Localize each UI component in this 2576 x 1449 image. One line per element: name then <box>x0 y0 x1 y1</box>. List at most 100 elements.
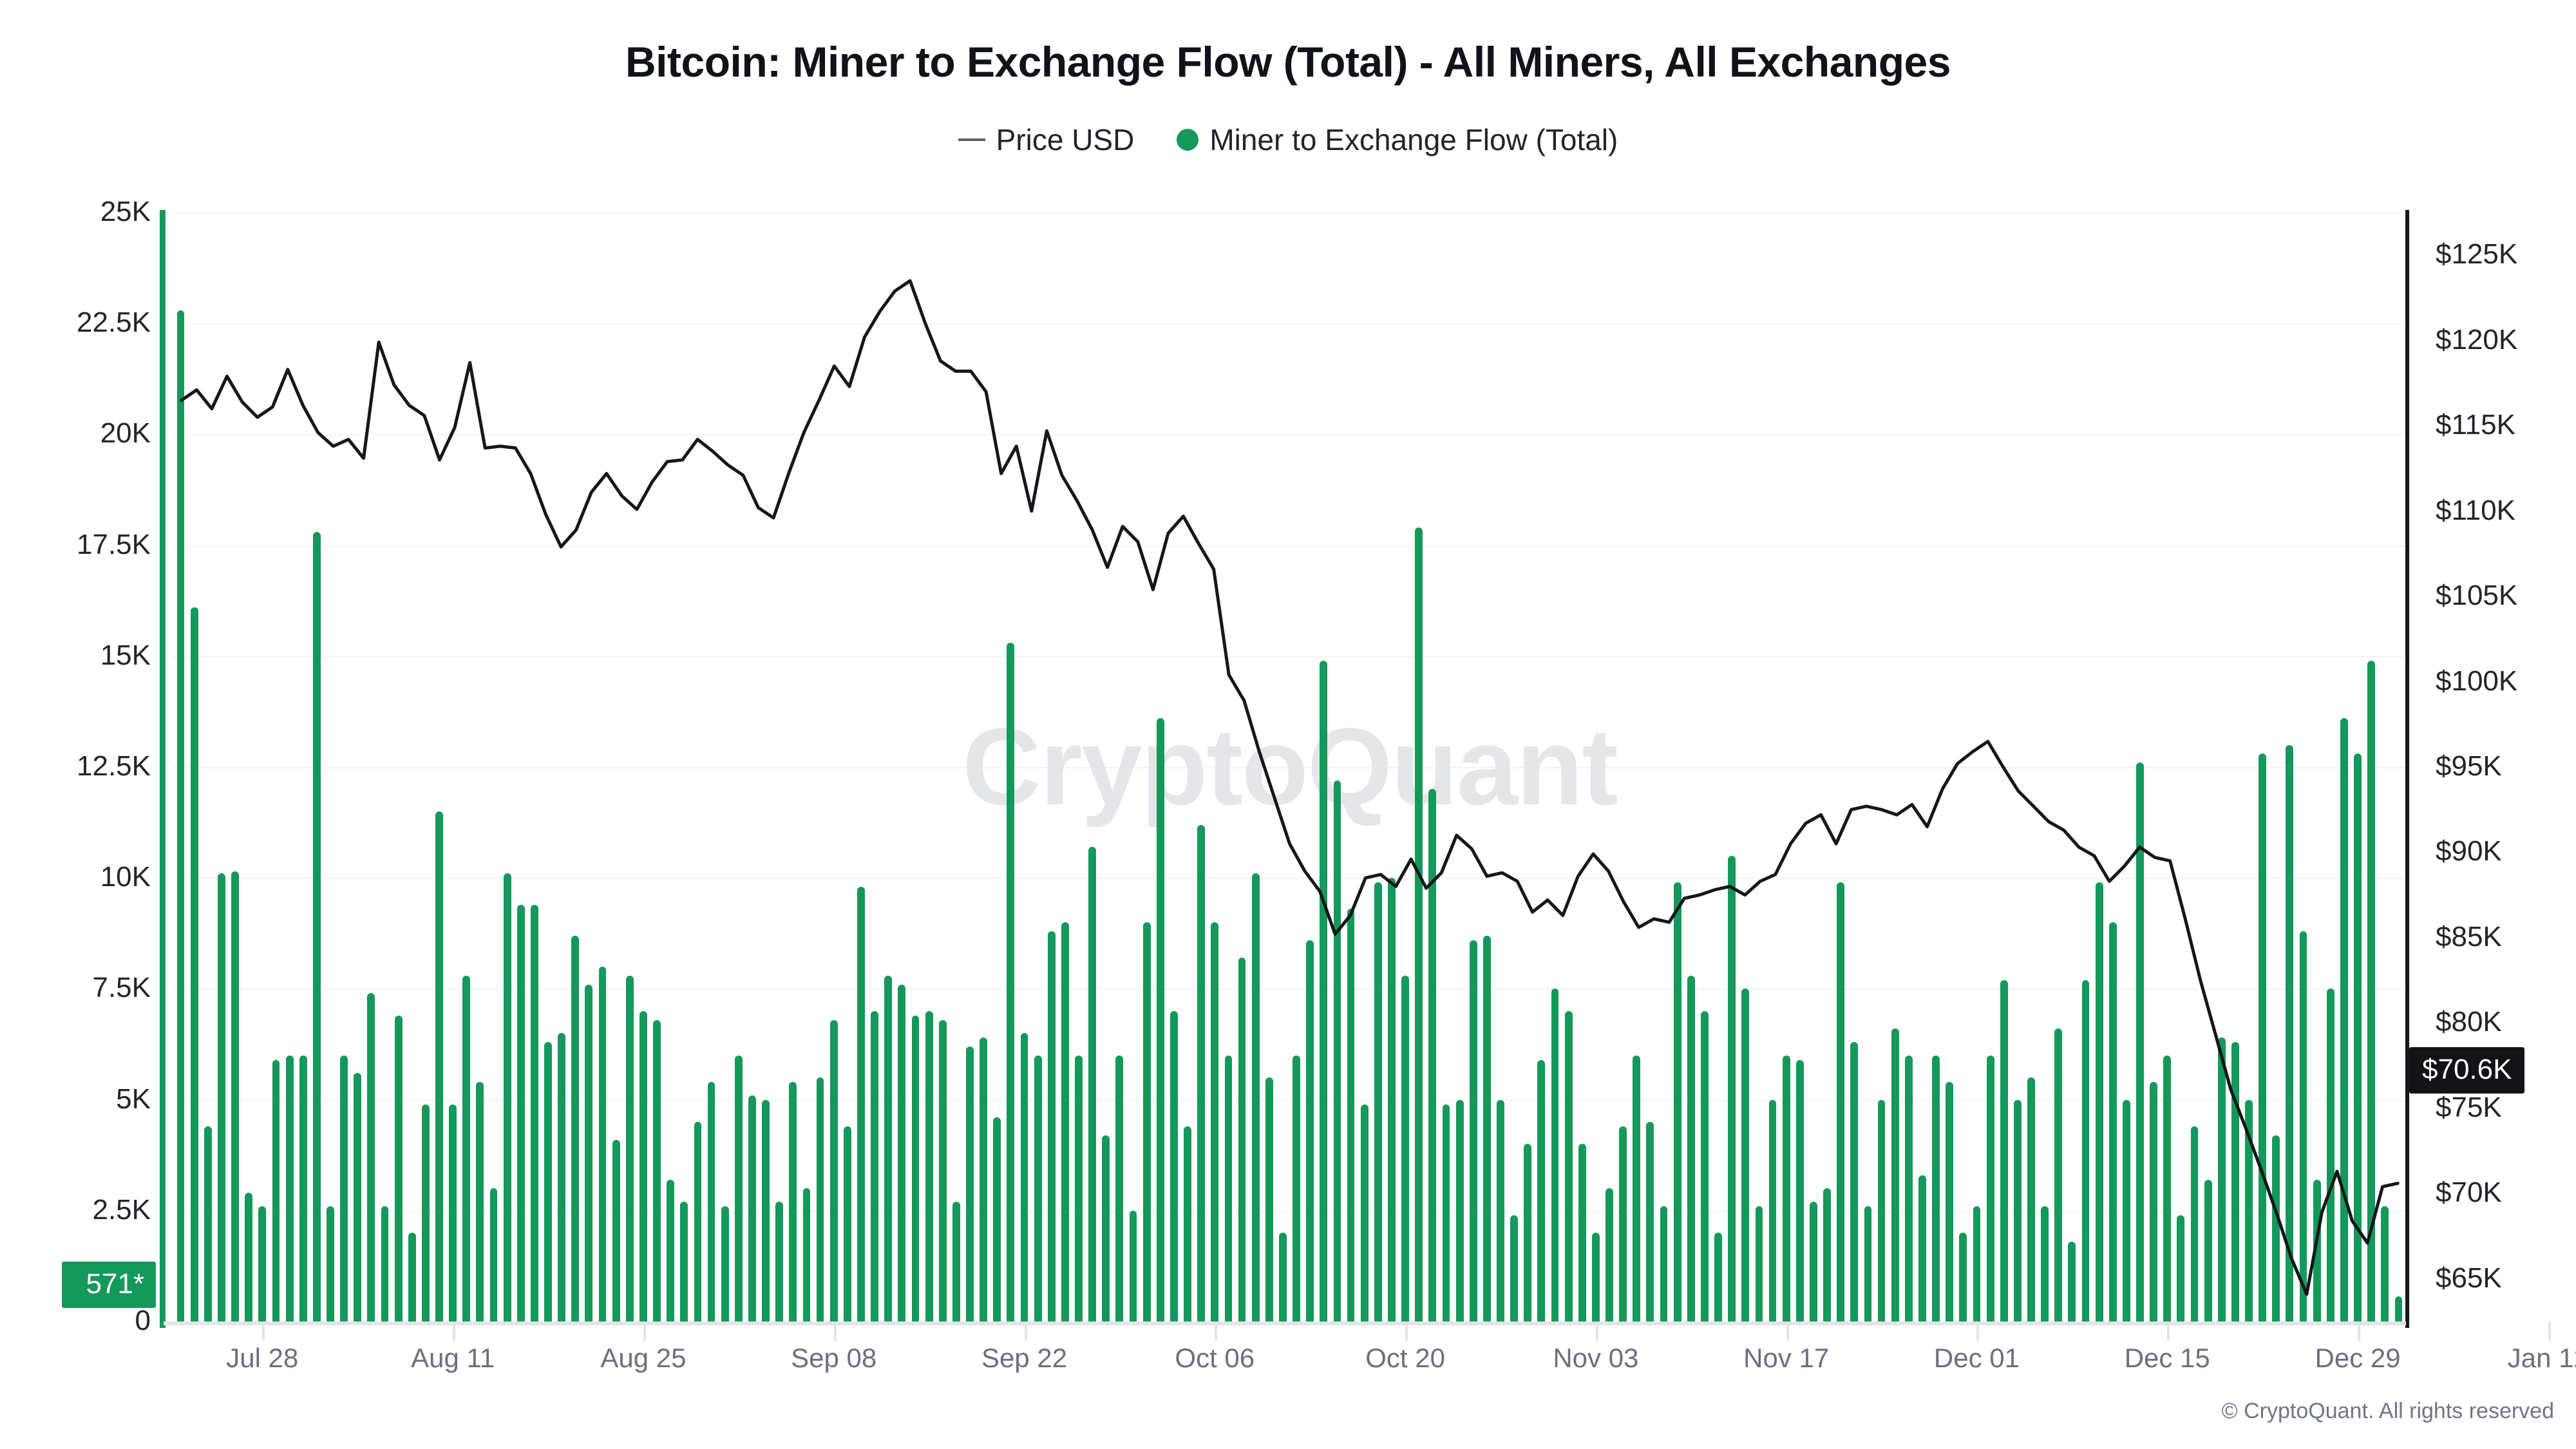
bar[interactable] <box>530 904 538 1321</box>
bar[interactable] <box>2272 1135 2280 1321</box>
legend-item-miner-to-exchange-flow[interactable]: Miner to Exchange Flow (Total) <box>1177 122 1618 157</box>
bar[interactable] <box>449 1104 457 1321</box>
bar[interactable] <box>707 1082 715 1321</box>
bar[interactable] <box>2068 1242 2076 1321</box>
bar[interactable] <box>2326 989 2334 1321</box>
bar[interactable] <box>1075 1055 1083 1321</box>
bar[interactable] <box>1986 1055 1994 1321</box>
bar[interactable] <box>1700 1010 1709 1321</box>
bar[interactable] <box>993 1117 1001 1321</box>
bar[interactable] <box>1265 1077 1273 1321</box>
bar[interactable] <box>1891 1028 1899 1321</box>
bar[interactable] <box>1388 878 1396 1321</box>
bar[interactable] <box>462 975 471 1321</box>
bar[interactable] <box>925 1010 933 1321</box>
bar[interactable] <box>1904 1055 1913 1321</box>
bar[interactable] <box>2394 1296 2403 1321</box>
bar[interactable] <box>2245 1099 2253 1321</box>
bar[interactable] <box>585 984 593 1321</box>
bar[interactable] <box>816 1077 824 1321</box>
bar[interactable] <box>285 1055 294 1321</box>
bar[interactable] <box>952 1202 960 1321</box>
bar[interactable] <box>1768 1099 1777 1321</box>
bar[interactable] <box>653 1019 661 1321</box>
bar[interactable] <box>1279 1233 1287 1321</box>
bar[interactable] <box>218 873 225 1321</box>
bar[interactable] <box>2299 931 2307 1321</box>
bar[interactable] <box>1973 1206 1981 1321</box>
bar[interactable] <box>1660 1206 1668 1321</box>
bar[interactable] <box>2313 1179 2321 1321</box>
bar[interactable] <box>408 1233 416 1321</box>
bar[interactable] <box>2027 1077 2035 1321</box>
bar[interactable] <box>1102 1135 1110 1321</box>
bar[interactable] <box>1088 846 1097 1321</box>
bar[interactable] <box>639 1010 647 1321</box>
bar[interactable] <box>1564 1010 1573 1321</box>
bar[interactable] <box>1061 922 1069 1321</box>
bar[interactable] <box>204 1126 212 1321</box>
bar[interactable] <box>1755 1206 1763 1321</box>
bar[interactable] <box>680 1202 688 1321</box>
bar[interactable] <box>1360 1104 1368 1321</box>
bar[interactable] <box>2177 1215 2185 1321</box>
bar[interactable] <box>190 607 198 1321</box>
bar[interactable] <box>884 975 893 1321</box>
bar[interactable] <box>394 1015 402 1321</box>
bar[interactable] <box>1442 1104 1450 1321</box>
bar[interactable] <box>1251 873 1260 1321</box>
bar[interactable] <box>612 1139 620 1321</box>
bar[interactable] <box>1810 1202 1817 1321</box>
bar[interactable] <box>2340 718 2348 1321</box>
bar[interactable] <box>1034 1055 1042 1321</box>
bar[interactable] <box>1646 1122 1654 1321</box>
bar[interactable] <box>1482 935 1491 1321</box>
bar[interactable] <box>354 1073 362 1321</box>
bar[interactable] <box>1401 975 1409 1321</box>
bar[interactable] <box>1959 1233 1967 1321</box>
bar[interactable] <box>1918 1175 1926 1321</box>
bar[interactable] <box>802 1188 811 1321</box>
bar[interactable] <box>966 1046 974 1321</box>
bar[interactable] <box>476 1082 484 1321</box>
bar[interactable] <box>667 1179 675 1321</box>
bar[interactable] <box>1142 922 1151 1321</box>
bar[interactable] <box>1469 940 1477 1321</box>
bar[interactable] <box>245 1193 253 1321</box>
bar[interactable] <box>1415 527 1423 1321</box>
bar[interactable] <box>1877 1099 1886 1321</box>
bar[interactable] <box>1238 958 1246 1321</box>
bar[interactable] <box>1115 1055 1124 1321</box>
bar[interactable] <box>2354 753 2362 1321</box>
bar[interactable] <box>1007 643 1015 1321</box>
bar[interactable] <box>721 1206 729 1321</box>
bar[interactable] <box>2136 762 2144 1321</box>
bar[interactable] <box>734 1055 743 1321</box>
bar[interactable] <box>1946 1082 1954 1321</box>
bar[interactable] <box>1347 909 1355 1321</box>
bar[interactable] <box>367 993 375 1321</box>
bar[interactable] <box>1047 931 1056 1321</box>
bar[interactable] <box>748 1095 756 1321</box>
bar[interactable] <box>1293 1055 1300 1321</box>
bar[interactable] <box>2163 1055 2172 1321</box>
bar[interactable] <box>312 531 321 1321</box>
bar[interactable] <box>340 1055 348 1321</box>
bar[interactable] <box>2190 1126 2199 1321</box>
bar[interactable] <box>544 1042 552 1321</box>
bar[interactable] <box>898 984 906 1321</box>
bar[interactable] <box>231 871 239 1321</box>
bar[interactable] <box>2013 1099 2022 1321</box>
bar[interactable] <box>2204 1179 2212 1321</box>
bar[interactable] <box>272 1059 280 1321</box>
bar[interactable] <box>516 904 525 1321</box>
bar[interactable] <box>1320 660 1328 1321</box>
bar[interactable] <box>980 1037 988 1321</box>
bar[interactable] <box>2081 980 2090 1321</box>
bar[interactable] <box>1510 1215 1519 1321</box>
bar[interactable] <box>2000 980 2008 1321</box>
bar[interactable] <box>2041 1206 2049 1321</box>
bar[interactable] <box>489 1188 498 1321</box>
bar[interactable] <box>1306 940 1314 1321</box>
bar[interactable] <box>1837 882 1845 1321</box>
